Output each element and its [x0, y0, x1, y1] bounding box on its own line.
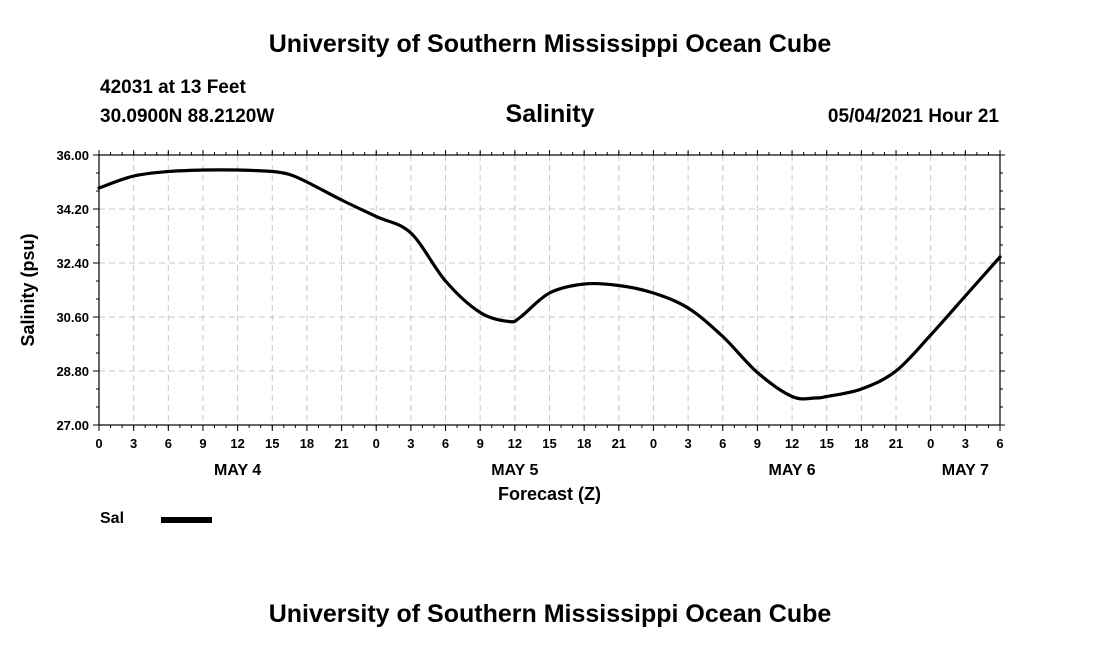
x-tick-label: 15 — [819, 436, 833, 451]
x-tick-label: 21 — [612, 436, 626, 451]
x-tick-label: 9 — [754, 436, 761, 451]
x-tick-label: 12 — [230, 436, 244, 451]
bottom-title: University of Southern Mississippi Ocean… — [268, 600, 832, 628]
day-label: MAY 4 — [214, 462, 261, 479]
x-tick-label: 18 — [577, 436, 591, 451]
day-label: MAY 6 — [769, 462, 816, 479]
plot-frame — [98, 154, 1001, 426]
x-tick-label: 18 — [854, 436, 868, 451]
y-tick-label: 28.80 — [56, 364, 89, 379]
top-title: University of Southern Mississippi Ocean… — [268, 30, 832, 58]
x-tick-label: 18 — [300, 436, 314, 451]
x-tick-label: 0 — [95, 436, 102, 451]
day-label: MAY 5 — [491, 462, 538, 479]
x-tick-label: 15 — [542, 436, 556, 451]
x-tick-label: 6 — [165, 436, 172, 451]
x-tick-label: 12 — [785, 436, 799, 451]
y-tick-label: 27.00 — [56, 418, 89, 433]
legend-swatch — [161, 517, 212, 523]
series-layer — [97, 168, 1002, 401]
coordinates-label: 30.0900N 88.2120W — [100, 106, 275, 127]
x-tick-label: 3 — [130, 436, 137, 451]
legend-series-label: Sal — [100, 510, 125, 527]
x-tick-label: 21 — [889, 436, 903, 451]
y-tick-label: 32.40 — [56, 256, 89, 271]
chart-title: Salinity — [505, 100, 595, 128]
y-axis-title: Salinity (psu) — [18, 233, 38, 346]
x-tick-label: 6 — [442, 436, 449, 451]
x-tick-label: 21 — [334, 436, 348, 451]
y-tick-label: 36.00 — [56, 148, 89, 163]
grid-lines — [99, 155, 1000, 425]
x-axis-title: Forecast (Z) — [498, 484, 601, 504]
x-tick-label: 0 — [650, 436, 657, 451]
x-tick-label: 3 — [407, 436, 414, 451]
station-label: 42031 at 13 Feet — [100, 77, 246, 98]
x-tick-label: 9 — [477, 436, 484, 451]
x-tick-label: 3 — [962, 436, 969, 451]
day-label: MAY 7 — [942, 462, 989, 479]
x-tick-label: 12 — [508, 436, 522, 451]
timestamp-label: 05/04/2021 Hour 21 — [827, 106, 999, 127]
x-tick-label: 6 — [996, 436, 1003, 451]
x-tick-label: 15 — [265, 436, 279, 451]
y-tick-label: 34.20 — [56, 202, 89, 217]
x-tick-label: 3 — [684, 436, 691, 451]
x-tick-label: 0 — [373, 436, 380, 451]
series-line-sal — [97, 168, 1002, 401]
x-tick-label: 6 — [719, 436, 726, 451]
axes: 27.00 28.80 30.60 32.40 34.20 36.00 0 3 6 9 12 15 18… — [18, 148, 1005, 504]
y-tick-label: 30.60 — [56, 310, 89, 325]
x-tick-label: 0 — [927, 436, 934, 451]
x-tick-label: 9 — [199, 436, 206, 451]
